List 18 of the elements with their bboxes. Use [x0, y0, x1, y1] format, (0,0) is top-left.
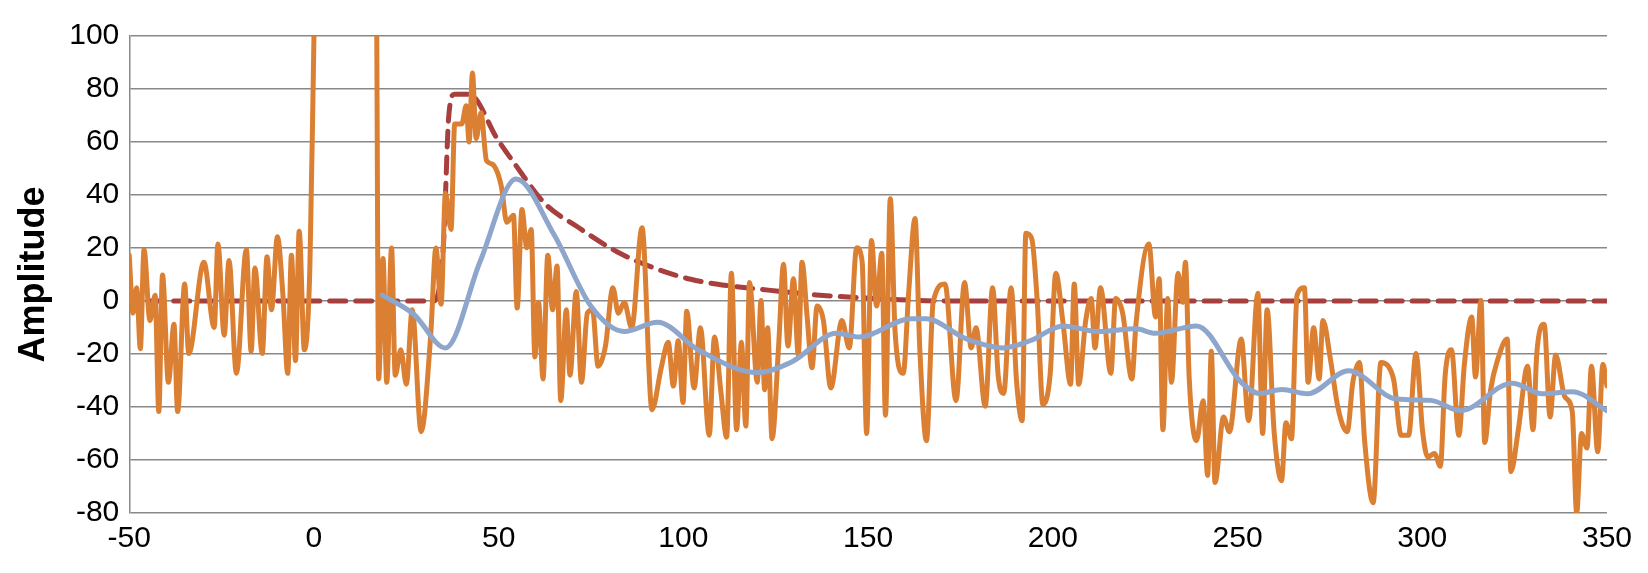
y-tick-label: 0 [102, 282, 120, 316]
x-tick-label: 100 [658, 520, 709, 554]
x-tick-label: 0 [305, 520, 323, 554]
y-tick-label: 80 [85, 70, 120, 104]
y-tick-label: 60 [85, 123, 120, 157]
y-tick-label: -60 [75, 441, 120, 475]
y-tick-label: 20 [85, 229, 120, 263]
y-axis-title: Amplitude [10, 186, 52, 363]
y-tick-label: 100 [69, 17, 120, 51]
x-tick-label: 150 [843, 520, 894, 554]
x-tick-label: 350 [1581, 520, 1632, 554]
x-tick-label: 200 [1027, 520, 1078, 554]
y-tick-label: -20 [75, 335, 120, 369]
x-tick-label: 50 [482, 520, 516, 554]
y-tick-label: -40 [75, 388, 120, 422]
x-tick-label: 300 [1397, 520, 1448, 554]
x-tick-label: 250 [1212, 520, 1263, 554]
y-tick-label: 40 [85, 176, 120, 210]
